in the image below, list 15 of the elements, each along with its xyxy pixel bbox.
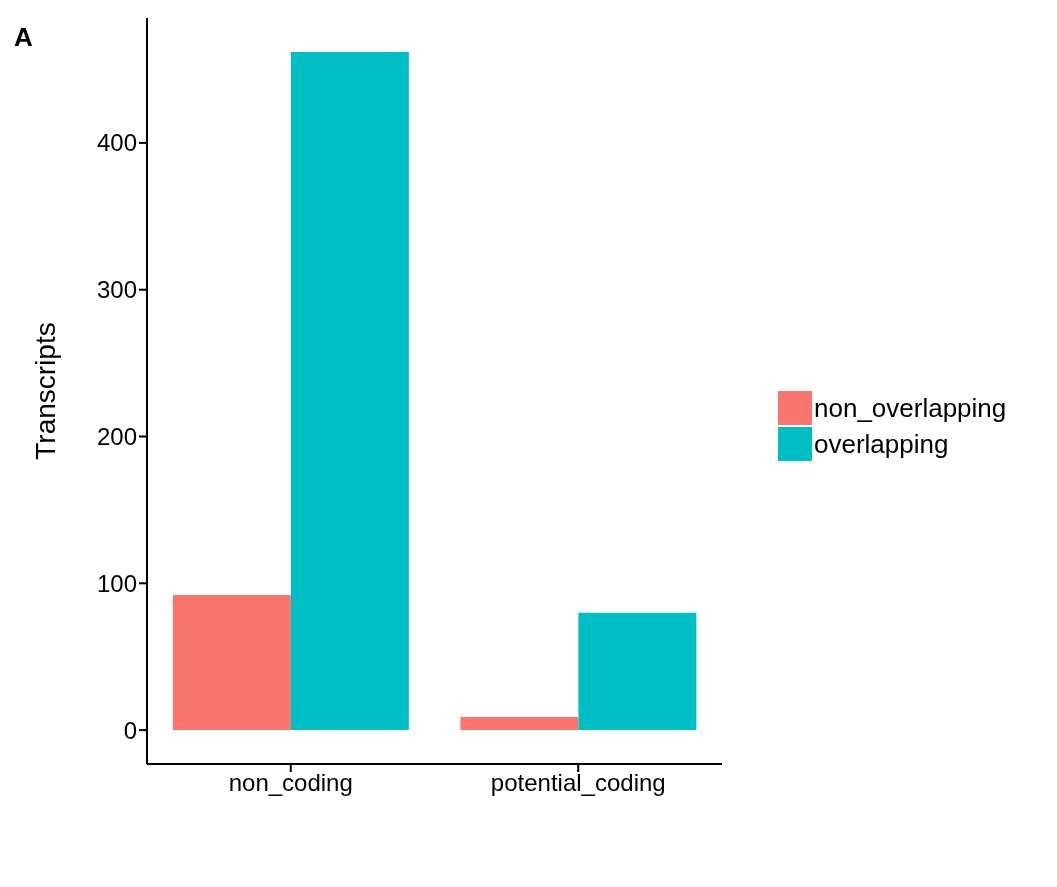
text: A [14,22,33,53]
legend-label: non_overlapping [814,392,1007,424]
bar [578,612,697,731]
bar [460,716,579,731]
x-tick-label: potential_coding [490,769,666,797]
y-tick-label: 200 [96,423,137,451]
y-axis-title: Transcripts [29,322,61,460]
x-tick-label: non_coding [228,769,353,797]
bar [172,595,291,731]
y-tick-label: 300 [96,276,137,304]
y-tick-label: 400 [96,129,137,157]
y-tick-label: 100 [96,569,137,597]
bar [290,51,409,731]
legend-label: overlapping [814,428,949,460]
y-tick-label: 0 [123,716,137,744]
